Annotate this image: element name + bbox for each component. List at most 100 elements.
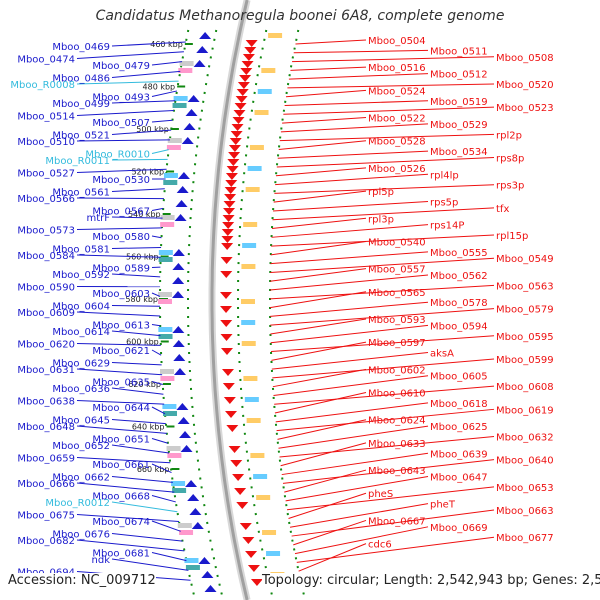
feature-block-right bbox=[246, 418, 261, 423]
feature-block-left bbox=[159, 369, 174, 374]
feature-block-left bbox=[177, 523, 192, 528]
feature-block-right bbox=[256, 495, 271, 500]
feature-arrow-right bbox=[220, 292, 233, 299]
feature-arrow-left bbox=[198, 557, 211, 564]
gene-label-left: Mboo_0584 bbox=[17, 251, 75, 262]
feature-block-right bbox=[250, 453, 265, 458]
feature-arrow-right bbox=[242, 537, 255, 544]
feature-arrow-right bbox=[231, 124, 244, 131]
gene-label-right: rpl2p bbox=[496, 130, 522, 141]
gene-label-left: Mboo_R0008 bbox=[10, 80, 75, 91]
ruler-label: 640 kbp bbox=[132, 423, 165, 432]
ruler-label: 480 kbp bbox=[143, 83, 176, 92]
feature-block-right bbox=[266, 551, 281, 556]
connector-right bbox=[282, 459, 495, 484]
connector-left bbox=[76, 539, 185, 552]
connector-right bbox=[294, 526, 429, 555]
gene-label-right: Mboo_0563 bbox=[496, 281, 554, 292]
connector-right bbox=[293, 519, 367, 546]
connector-left bbox=[111, 41, 186, 47]
gene-label-left: Mboo_0507 bbox=[92, 118, 150, 129]
gene-label-right: Mboo_0608 bbox=[496, 382, 554, 393]
feature-arrow-right bbox=[224, 187, 237, 194]
gene-label-right: Mboo_0663 bbox=[496, 506, 554, 517]
gene-label-right: Mboo_0633 bbox=[368, 439, 426, 450]
connector-right bbox=[285, 475, 429, 502]
gene-label-left: Mboo_0609 bbox=[17, 308, 75, 319]
feature-arrow-right bbox=[222, 383, 235, 390]
feature-block-right bbox=[241, 299, 256, 304]
feature-block-right bbox=[254, 110, 269, 115]
feature-block-left bbox=[171, 481, 186, 486]
feature-arrow-right bbox=[225, 173, 238, 180]
feature-block-left bbox=[178, 68, 193, 73]
gene-label-right: rpl5p bbox=[368, 187, 394, 198]
gene-label-left: Mboo_0674 bbox=[92, 517, 150, 528]
feature-arrow-right bbox=[245, 40, 258, 47]
gene-label-right: Mboo_0647 bbox=[430, 472, 488, 483]
feature-block-left bbox=[167, 453, 182, 458]
gene-label-right: Mboo_0593 bbox=[368, 315, 426, 326]
connector-left bbox=[76, 514, 180, 522]
gene-label-right: rps8p bbox=[496, 154, 524, 165]
gene-label-right: Mboo_0624 bbox=[368, 416, 426, 427]
gene-label-left: Mboo_0629 bbox=[52, 359, 110, 370]
feature-arrow-right bbox=[228, 446, 241, 453]
feature-block-right bbox=[247, 166, 262, 171]
gene-label-left: Mboo_0636 bbox=[52, 384, 110, 395]
connector-right bbox=[290, 66, 367, 71]
feature-block-left bbox=[160, 376, 175, 381]
gene-label-left: Mboo_0561 bbox=[52, 188, 110, 199]
connector-right bbox=[283, 106, 495, 115]
feature-arrow-left bbox=[185, 480, 198, 487]
feature-block-left bbox=[158, 292, 173, 297]
ruler-ring-outer-left bbox=[159, 29, 197, 600]
ruler-label: 540 kbp bbox=[128, 210, 161, 219]
feature-arrow-right bbox=[236, 502, 249, 509]
connector-left bbox=[151, 552, 187, 562]
gene-label-left: Mboo_0580 bbox=[92, 232, 150, 243]
gene-label-left: Mboo_0604 bbox=[52, 302, 110, 313]
feature-arrow-left bbox=[191, 522, 204, 529]
connector-right bbox=[270, 318, 367, 335]
connector-left bbox=[76, 425, 167, 434]
gene-label-left: Mboo_0651 bbox=[92, 435, 150, 446]
gene-label-right: Mboo_0523 bbox=[496, 103, 554, 114]
gene-label-left: Mboo_0603 bbox=[92, 289, 150, 300]
feature-block-right bbox=[245, 187, 260, 192]
backbone-arc bbox=[210, 0, 249, 600]
feature-block-right bbox=[268, 33, 283, 38]
ruler-label: 580 kbp bbox=[125, 295, 158, 304]
feature-block-left bbox=[173, 96, 188, 101]
gene-label-right: Mboo_0643 bbox=[368, 466, 426, 477]
gene-label-right: pheS bbox=[368, 489, 393, 500]
gene-label-left: Mboo_0510 bbox=[17, 137, 75, 148]
feature-block-left bbox=[160, 215, 175, 220]
ruler-label: 660 kbp bbox=[137, 465, 170, 474]
connector-right bbox=[270, 308, 495, 326]
connector-right bbox=[269, 274, 429, 291]
gene-label-left: Mboo_0493 bbox=[92, 93, 150, 104]
gene-label-right: Mboo_0549 bbox=[496, 254, 554, 265]
accession-text: Accession: NC_009712 bbox=[8, 573, 156, 588]
feature-arrow-left bbox=[196, 46, 209, 53]
gene-label-left: Mboo_0668 bbox=[92, 492, 150, 503]
connector-left bbox=[76, 400, 165, 405]
connector-right bbox=[272, 368, 367, 388]
connector-left bbox=[76, 457, 171, 464]
gene-label-left: Mboo_0514 bbox=[17, 112, 75, 123]
feature-arrow-right bbox=[237, 82, 250, 89]
connector-right bbox=[275, 167, 367, 177]
connector-left bbox=[76, 80, 179, 85]
gene-label-right: rpl4lp bbox=[430, 170, 459, 181]
gene-label-right: Mboo_0619 bbox=[496, 405, 554, 416]
gene-label-left: Mboo_0682 bbox=[17, 536, 75, 547]
gene-label-left: Mboo_0662 bbox=[52, 473, 110, 484]
feature-block-left bbox=[172, 103, 187, 108]
feature-arrow-right bbox=[221, 236, 234, 243]
feature-block-left bbox=[166, 145, 181, 150]
connector-right bbox=[289, 503, 429, 528]
gene-label-right: rps3p bbox=[496, 181, 524, 192]
feature-arrow-right bbox=[222, 222, 235, 229]
